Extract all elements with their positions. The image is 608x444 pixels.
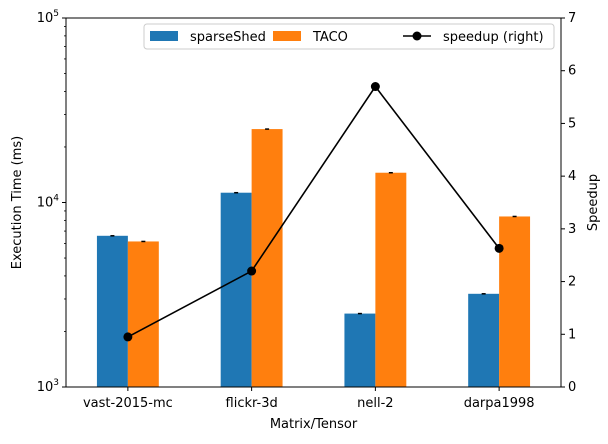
- speedup-point-flickr-3d: [247, 266, 257, 276]
- bar-taco-darpa1998: [499, 216, 531, 387]
- y-tick-label: 103: [37, 378, 59, 395]
- x-axis-label: Matrix/Tensor: [270, 417, 358, 432]
- y2-tick-label: 3: [568, 222, 576, 237]
- bars-layer: [96, 128, 531, 387]
- bar-taco-nell-2: [375, 172, 407, 387]
- bar-taco-flickr-3d: [251, 129, 283, 387]
- speedup-point-nell-2: [370, 82, 380, 92]
- legend: sparseShed TACO speedup (right): [143, 23, 555, 50]
- legend-swatch-sparseShed: [150, 31, 178, 41]
- x-tick-label-nell-2: nell-2: [357, 396, 393, 411]
- legend-label-TACO: TACO: [312, 30, 348, 45]
- bar-sparseshed-darpa1998: [468, 293, 500, 387]
- bar-taco-vast-2015-mc: [127, 241, 159, 387]
- y-tick-label: 105: [37, 9, 59, 26]
- y-tick-label: 104: [37, 194, 60, 211]
- legend-swatch-TACO: [273, 31, 301, 41]
- y2-tick-label: 4: [568, 169, 576, 184]
- x-tick-label-darpa1998: darpa1998: [464, 396, 535, 411]
- legend-label-speedup (right): speedup (right): [443, 30, 544, 45]
- speedup-point-darpa1998: [494, 243, 504, 253]
- bar-sparseshed-flickr-3d: [220, 192, 252, 387]
- legend-box: [143, 23, 555, 50]
- bar-sparseshed-nell-2: [344, 313, 376, 387]
- speedup-line-layer: [123, 82, 504, 342]
- axes-layer: 103 104 105 0 1 2 3 4 5 6 7 vast-2015-mc flickr-3d ne…: [10, 9, 601, 432]
- y2-tick-label: 7: [568, 11, 576, 26]
- y-axis-label: Execution Time (ms): [10, 136, 25, 269]
- x-tick-label-vast-2015-mc: vast-2015-mc: [83, 396, 173, 411]
- x-tick-label-flickr-3d: flickr-3d: [226, 396, 278, 411]
- y2-tick-label: 2: [568, 275, 576, 290]
- y2-tick-label: 6: [568, 64, 576, 79]
- legend-label-sparseShed: sparseShed: [190, 30, 266, 45]
- y2-tick-label: 5: [568, 116, 576, 131]
- speedup-point-vast-2015-mc: [123, 332, 133, 342]
- y2-tick-label: 1: [568, 327, 576, 342]
- y2-axis-label: Speedup: [586, 174, 601, 231]
- speedup-line: [127, 85, 500, 338]
- bar-sparseshed-vast-2015-mc: [96, 235, 128, 387]
- y2-tick-label: 0: [568, 380, 576, 395]
- legend-marker: [412, 31, 422, 41]
